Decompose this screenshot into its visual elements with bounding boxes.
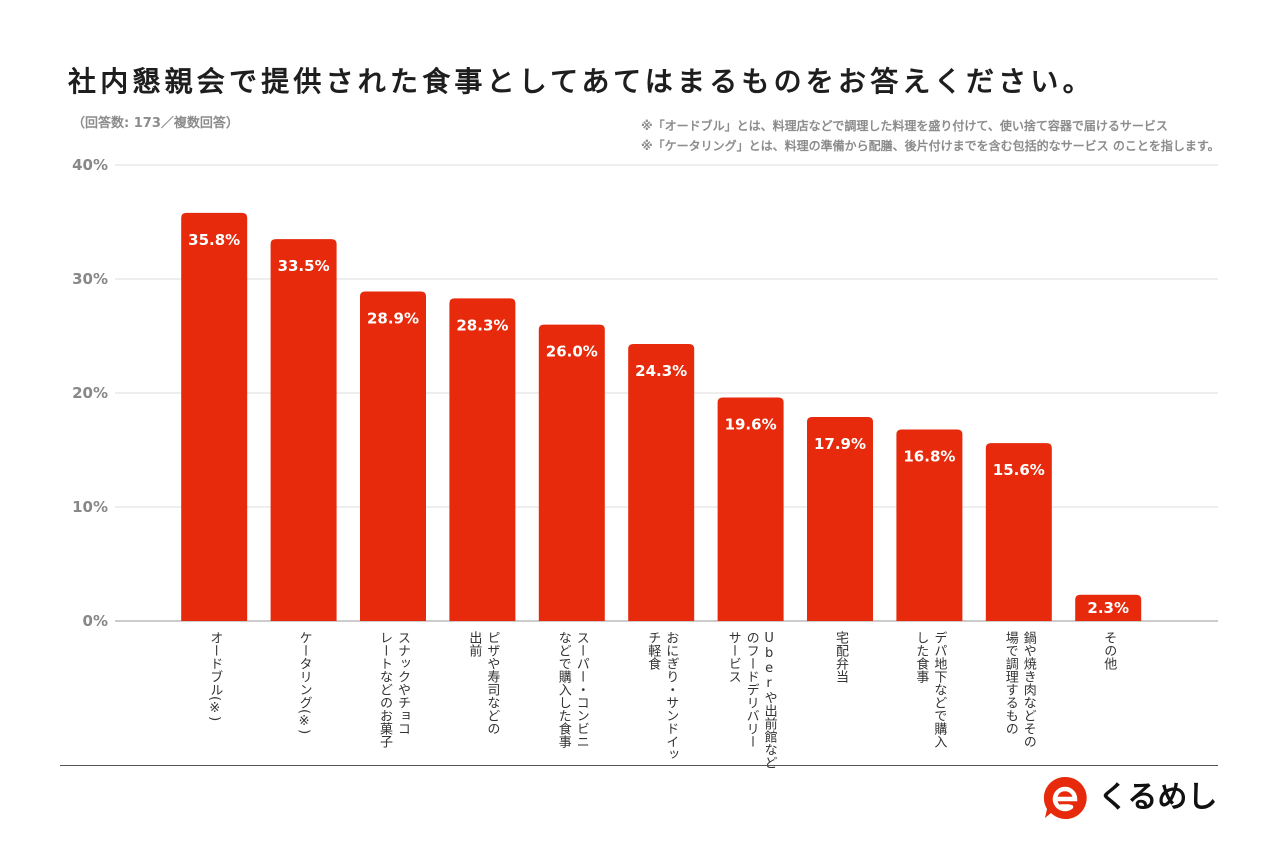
data-label: 15.6% xyxy=(993,461,1045,479)
footnotes: ※「オードブル」とは、料理店などで調理した料理を盛り付けて、使い捨て容器で届ける… xyxy=(641,116,1220,156)
data-label: 16.8% xyxy=(903,447,955,465)
data-label: 35.8% xyxy=(188,231,240,249)
data-label: 17.9% xyxy=(814,435,866,453)
bar xyxy=(807,416,873,621)
bar xyxy=(270,239,337,621)
y-tick-label: 20% xyxy=(72,384,108,402)
bar xyxy=(449,298,516,621)
bar xyxy=(538,324,605,621)
bar xyxy=(628,343,695,621)
bar xyxy=(717,397,784,621)
footnote-catering: ※「ケータリング」とは、料理の準備から配膳、後片付けまでを含む包括的なサービス … xyxy=(641,139,1220,153)
brand-name: くるめし xyxy=(1098,780,1218,815)
data-label: 19.6% xyxy=(725,416,777,434)
footnote-hors-doeuvre: ※「オードブル」とは、料理店などで調理した料理を盛り付けて、使い捨て容器で届ける… xyxy=(641,119,1168,133)
chart-title: 社内懇親会で提供された食事としてあてはまるものをお答えください。 xyxy=(68,65,1095,98)
y-tick-label: 0% xyxy=(83,612,108,630)
kurumeshi-logo-icon xyxy=(1043,776,1087,819)
bottom-divider xyxy=(60,765,1218,766)
brand-logo: くるめし xyxy=(1042,775,1217,821)
y-tick-label: 30% xyxy=(72,270,108,288)
bar xyxy=(360,291,426,621)
data-label: 28.9% xyxy=(367,310,419,328)
y-tick-label: 10% xyxy=(72,498,108,516)
y-tick-label: 40% xyxy=(72,156,108,174)
bar xyxy=(181,212,248,621)
chart-subtitle: （回答数: 173／複数回答） xyxy=(72,116,239,131)
bar xyxy=(985,443,1052,621)
data-label: 2.3% xyxy=(1087,599,1129,617)
bar xyxy=(896,429,963,621)
data-label: 26.0% xyxy=(546,343,598,361)
data-label: 24.3% xyxy=(635,362,687,380)
data-label: 28.3% xyxy=(456,316,508,334)
data-label: 33.5% xyxy=(278,257,330,275)
bar xyxy=(1075,594,1142,621)
